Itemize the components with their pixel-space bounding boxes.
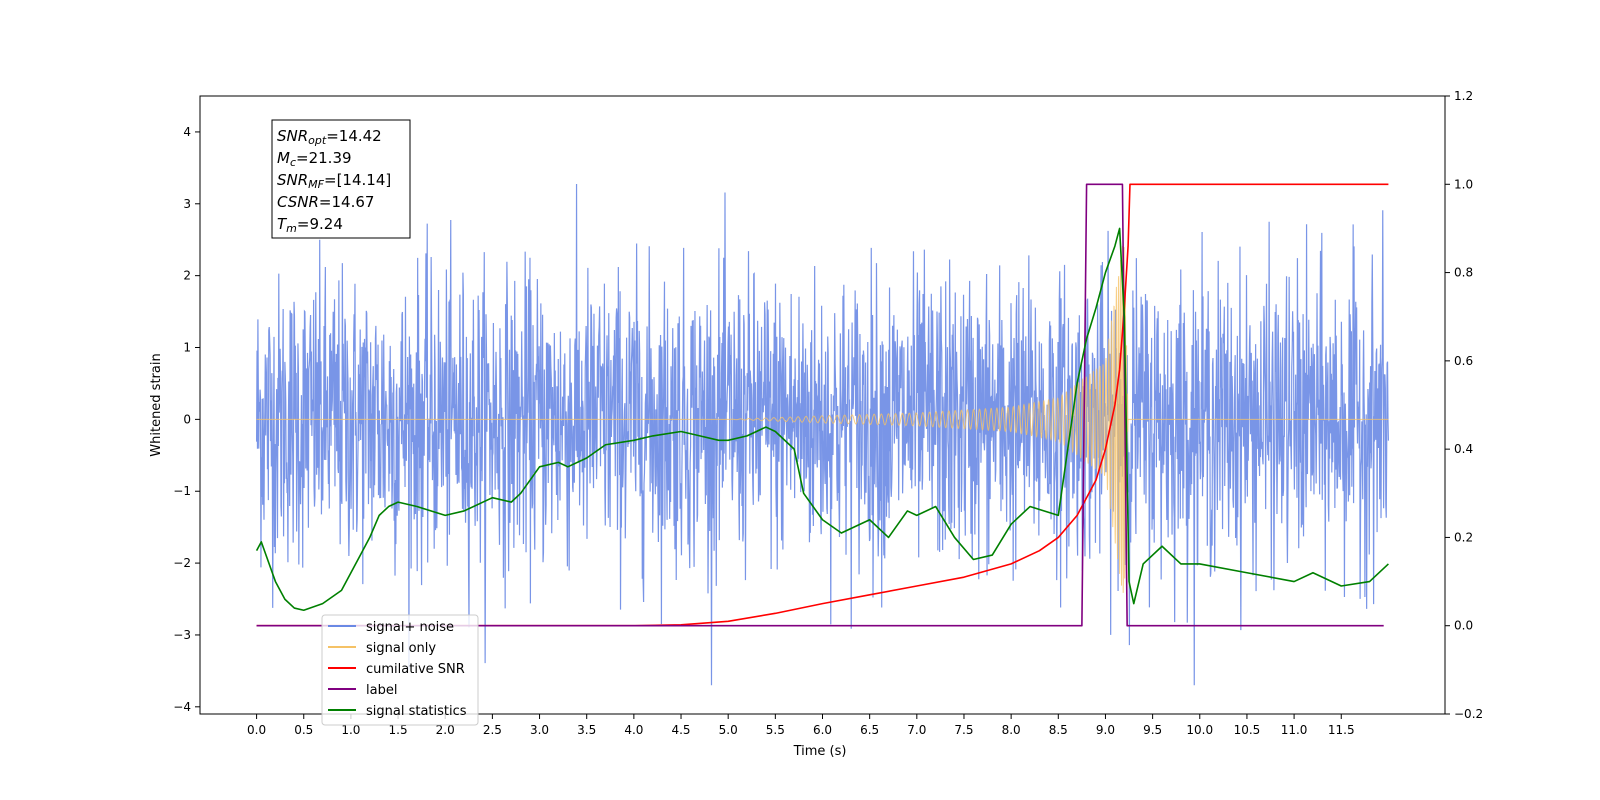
x-tick-label: 3.0 bbox=[530, 723, 549, 737]
y-tick-label: −1 bbox=[173, 484, 191, 498]
x-tick-label: 0.0 bbox=[247, 723, 266, 737]
legend-entry-label: signal+ noise bbox=[366, 620, 454, 635]
y2-tick-label: 1.2 bbox=[1454, 89, 1473, 103]
y2-axis-ticks: −0.2 0.0 0.2 0.4 0.6 0.8 1.0 1.2 bbox=[1445, 89, 1483, 721]
x-tick-label: 0.5 bbox=[294, 723, 313, 737]
x-tick-label: 7.5 bbox=[954, 723, 973, 737]
y2-tick-label: 0.8 bbox=[1454, 266, 1473, 280]
x-axis-ticks: 0.0 0.5 1.0 1.5 2.0 2.5 3.0 3.5 4.0 4.5 5.0 5.5 6.0 6… bbox=[247, 714, 1355, 737]
y2-tick-label: 0.0 bbox=[1454, 619, 1473, 633]
info-box-frame bbox=[271, 119, 411, 239]
y-axis-ticks: −4 −3 −2 −1 0 1 2 3 4 bbox=[173, 125, 200, 714]
y-tick-label: −3 bbox=[173, 628, 191, 642]
y-tick-label: −2 bbox=[173, 556, 191, 570]
legend-entry-label: cumilative SNR bbox=[366, 662, 465, 677]
x-tick-label: 10.5 bbox=[1234, 723, 1261, 737]
x-tick-label: 9.5 bbox=[1143, 723, 1162, 737]
info-line: CSNR=14.67 bbox=[277, 193, 374, 211]
y2-tick-label: 0.4 bbox=[1454, 442, 1473, 456]
series-label bbox=[256, 183, 1384, 627]
x-tick-label: 6.5 bbox=[860, 723, 879, 737]
x-tick-label: 11.0 bbox=[1281, 723, 1308, 737]
x-tick-label: 5.0 bbox=[719, 723, 738, 737]
legend-entry-label: signal statistics bbox=[366, 704, 467, 719]
y-tick-label: 1 bbox=[183, 341, 191, 355]
x-tick-label: 2.5 bbox=[483, 723, 502, 737]
x-tick-label: 1.5 bbox=[389, 723, 408, 737]
x-tick-label: 7.0 bbox=[907, 723, 926, 737]
legend-frame bbox=[321, 614, 479, 726]
series-signal-statistics bbox=[255, 227, 1389, 612]
legend-entry-label: label bbox=[366, 683, 397, 698]
info-line: SNRopt=14.42 bbox=[277, 127, 382, 147]
series-signal-noise bbox=[255, 184, 1390, 686]
info-line: SNRMF=[14.14] bbox=[277, 171, 391, 191]
y-tick-label: 4 bbox=[183, 125, 191, 139]
x-tick-label: 2.0 bbox=[436, 723, 455, 737]
y-tick-label: 3 bbox=[183, 197, 191, 211]
x-tick-label: 4.5 bbox=[671, 723, 690, 737]
x-tick-label: 6.0 bbox=[813, 723, 832, 737]
x-tick-label: 1.0 bbox=[341, 723, 360, 737]
y2-tick-label: 1.0 bbox=[1454, 177, 1473, 191]
legend: signal+ noise signal only cumilative SNR la… bbox=[321, 614, 479, 726]
y2-tick-label: −0.2 bbox=[1454, 707, 1483, 721]
x-tick-label: 3.5 bbox=[577, 723, 596, 737]
y2-tick-label: 0.2 bbox=[1454, 530, 1473, 544]
x-tick-label: 8.5 bbox=[1049, 723, 1068, 737]
x-tick-label: 5.5 bbox=[766, 723, 785, 737]
x-tick-label: 10.0 bbox=[1186, 723, 1213, 737]
y-tick-label: 2 bbox=[183, 269, 191, 283]
legend-entry-label: signal only bbox=[366, 641, 436, 656]
info-line: Tm=9.24 bbox=[277, 215, 343, 235]
y-tick-label: −4 bbox=[173, 700, 191, 714]
info-line: Mc=21.39 bbox=[277, 149, 352, 169]
x-tick-label: 9.0 bbox=[1096, 723, 1115, 737]
y-tick-label: 0 bbox=[183, 412, 191, 426]
x-axis-label: Time (s) bbox=[793, 744, 847, 759]
x-tick-label: 8.0 bbox=[1002, 723, 1021, 737]
y2-tick-label: 0.6 bbox=[1454, 354, 1473, 368]
x-tick-label: 11.5 bbox=[1328, 723, 1355, 737]
series-cumilative-snr bbox=[256, 183, 1389, 627]
series-signal-only bbox=[256, 245, 1389, 593]
series-layer bbox=[255, 183, 1390, 686]
x-tick-label: 4.0 bbox=[624, 723, 643, 737]
y-axis-label: Whitened strain bbox=[149, 353, 164, 456]
